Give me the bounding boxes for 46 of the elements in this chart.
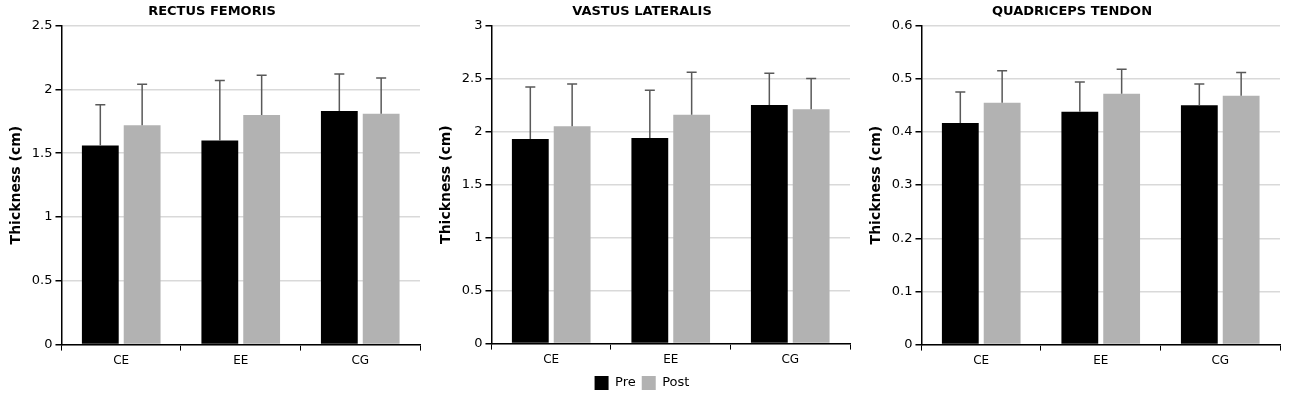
x-tick-label: EE bbox=[233, 352, 249, 367]
x-tick-label: CE bbox=[113, 352, 130, 367]
y-tick-label: 0.4 bbox=[891, 123, 913, 139]
y-tick-label: 0.6 bbox=[891, 16, 913, 32]
x-tick-label: CE bbox=[543, 351, 560, 366]
bar bbox=[792, 109, 830, 343]
y-tick-label: 0.3 bbox=[891, 176, 913, 192]
y-tick-label: 0.1 bbox=[891, 282, 913, 298]
legend-label: Post bbox=[662, 374, 690, 390]
y-tick-label: 1.5 bbox=[461, 175, 483, 191]
chart-title: VASTUS LATERALIS bbox=[572, 3, 712, 19]
y-tick-label: 2.5 bbox=[461, 69, 483, 85]
y-axis-title: Thickness (cm) bbox=[867, 125, 884, 245]
x-tick-label: CG bbox=[1211, 352, 1230, 367]
y-tick-label: 0.2 bbox=[891, 229, 913, 245]
y-tick-label: 2 bbox=[44, 80, 53, 96]
y-tick-label: 0 bbox=[904, 335, 913, 351]
bar bbox=[243, 114, 281, 344]
y-tick-label: 1 bbox=[474, 228, 483, 244]
x-tick-label: EE bbox=[663, 351, 679, 366]
x-tick-label: CE bbox=[973, 352, 990, 367]
bar bbox=[362, 113, 400, 344]
bar bbox=[1103, 93, 1141, 344]
x-tick-label: EE bbox=[1093, 352, 1109, 367]
bar bbox=[673, 114, 711, 343]
bar bbox=[123, 125, 161, 344]
bar bbox=[1222, 95, 1260, 344]
y-tick-label: 3 bbox=[474, 16, 483, 32]
chart-title: RECTUS FEMORIS bbox=[148, 3, 276, 19]
y-tick-label: 0 bbox=[44, 335, 53, 351]
legend-label: Pre bbox=[615, 374, 636, 390]
bar bbox=[983, 102, 1021, 344]
y-axis-title: Thickness (cm) bbox=[437, 125, 454, 244]
y-tick-label: 2 bbox=[474, 122, 483, 138]
chart-title: QUADRICEPS TENDON bbox=[991, 3, 1153, 19]
y-tick-label: 2.5 bbox=[31, 16, 53, 32]
x-tick-label: CG bbox=[351, 352, 370, 367]
y-tick-label: 0.5 bbox=[31, 272, 53, 288]
y-tick-label: 0.5 bbox=[461, 281, 483, 297]
y-tick-label: 1 bbox=[44, 208, 53, 224]
y-tick-label: 0 bbox=[474, 334, 483, 350]
x-tick-label: CG bbox=[781, 351, 800, 366]
y-tick-label: 1.5 bbox=[31, 144, 53, 160]
y-axis-title: Thickness (cm) bbox=[7, 125, 24, 245]
y-tick-label: 0.5 bbox=[891, 70, 913, 86]
bar bbox=[553, 126, 591, 343]
